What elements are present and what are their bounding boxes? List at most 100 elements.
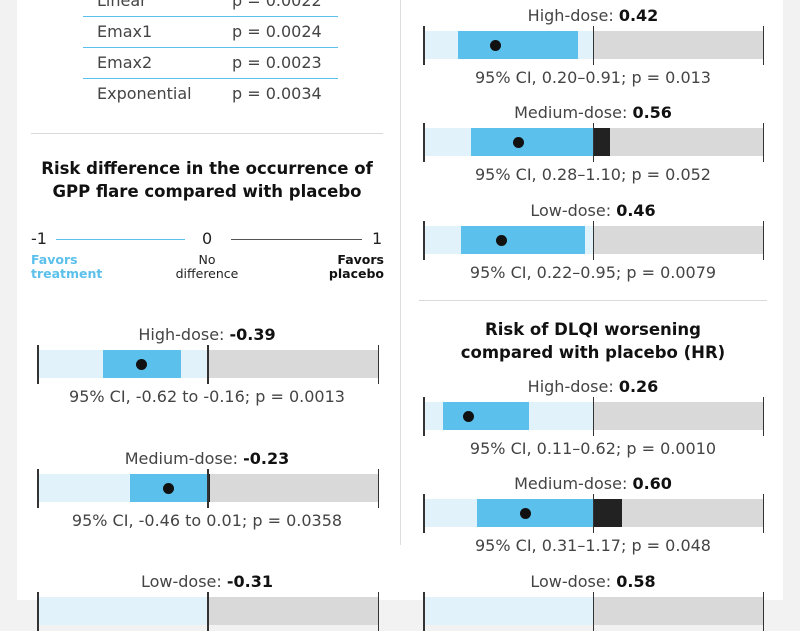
scale-mid: 0 [202,229,213,248]
dose-label: Medium-dose: [514,474,633,493]
against-zone [593,402,763,430]
estimate-value: -0.39 [229,325,276,344]
point-estimate [136,358,148,370]
dose-label: High-dose: [527,6,619,25]
scale-line-left [56,239,185,240]
high-dose-estimate-label: High-dose: 0.26 [419,377,767,396]
axis-tick-right [762,592,764,631]
section-divider [419,300,767,301]
dose-label: Low-dose: [530,572,617,591]
dose-label: Low-dose: [140,572,227,591]
axis-tick-left [423,26,425,65]
scale-max: 1 [372,229,383,248]
model-name: Emax1 [97,22,153,41]
axis-tick-right [377,592,379,631]
high-dose-bar [37,345,379,384]
medium-dose-bar [423,494,764,533]
against-zone [593,31,763,59]
dose-label: Medium-dose: [124,449,244,468]
medium-dose-estimate-label: Medium-dose: -0.23 [31,449,383,468]
axis-tick-left [423,494,425,533]
risk-difference-title: Risk difference in the occurrence of GPP… [41,159,373,201]
reference-line [592,26,595,65]
against-zone [208,350,378,378]
p-value: p = 0.0024 [232,22,322,41]
model-name: Emax2 [97,53,153,72]
high-dose-estimate-label: High-dose: -0.39 [31,325,383,344]
ci-bar-overlap [593,499,623,527]
dose-label: Low-dose: [530,201,617,220]
p-value: p = 0.0034 [232,84,322,103]
reference-line [207,592,209,631]
reference-line [207,469,209,508]
no-difference-label: No difference [175,252,239,281]
low-dose-estimate-label: Low-dose: -0.31 [31,572,383,591]
medium-dose-ci-text: 95% CI, -0.46 to 0.01; p = 0.0358 [71,511,343,530]
favors-placebo-label: Favors placebo [328,252,384,281]
ci-bar [471,128,594,156]
ci-bar-overlap [593,128,611,156]
estimate-value: 0.26 [618,377,659,396]
estimate-value: -0.23 [243,449,290,468]
estimate-value: 0.42 [618,6,659,25]
favors-treatment-label: Favors treatment [31,252,103,281]
ci-bar-overlap [208,474,210,502]
estimate-value: 0.46 [616,201,656,220]
dose-label: High-dose: [138,325,230,344]
axis-tick-left [37,469,39,508]
high-dose-bar [423,397,764,436]
against-zone [208,597,378,625]
p-value: p = 0.0022 [232,0,322,10]
axis-tick-right [762,123,764,162]
column-divider [400,0,401,545]
medium-dose-bar [423,123,764,162]
low-dose-estimate-label: Low-dose: 0.58 [419,572,767,591]
reference-line [592,592,595,631]
medium-dose-estimate-label: Medium-dose: 0.56 [419,103,767,122]
low-dose-bar [423,221,764,260]
section-divider [31,133,383,134]
axis-tick-right [762,397,764,436]
medium-dose-ci-text: 95% CI, 0.31–1.17; p = 0.048 [475,536,711,555]
low-dose-bar [423,592,764,631]
table-row: Exponential p = 0.0034 [83,79,338,109]
low-dose-bar [37,592,379,631]
table-row: Emax2 p = 0.0023 [83,48,338,79]
axis-tick-right [762,221,764,260]
axis-tick-left [423,123,425,162]
against-zone [208,474,378,502]
axis-tick-left [423,397,425,436]
scale-min: -1 [31,229,47,248]
ci-bar [476,499,594,527]
point-estimate [489,39,501,51]
dose-label: High-dose: [527,377,619,396]
dose-label: Medium-dose: [514,103,633,122]
high-dose-estimate-label: High-dose: 0.42 [419,6,767,25]
point-estimate [496,234,508,246]
p-value-table: Linear p = 0.0022 Emax1 p = 0.0024 Emax2 p … [83,0,338,109]
reference-line [207,345,209,384]
against-zone [593,597,763,625]
point-estimate [462,410,474,422]
favor-zone [38,597,208,625]
scale-line-right [231,239,362,240]
high-dose-ci-text: 95% CI, -0.62 to -0.16; p = 0.0013 [69,387,345,406]
estimate-value: 0.58 [616,572,656,591]
medium-dose-bar [37,469,379,508]
favor-zone [424,597,594,625]
axis-tick-left [423,221,425,260]
axis-tick-right [377,345,379,384]
axis-tick-right [762,494,764,533]
high-dose-ci-text: 95% CI, 0.20–0.91; p = 0.013 [475,68,711,87]
axis-tick-left [423,592,425,631]
point-estimate [520,507,532,519]
model-name: Linear [97,0,147,10]
point-estimate [163,482,175,494]
table-row: Emax1 p = 0.0024 [83,17,338,48]
reference-line [592,123,595,162]
high-dose-ci-text: 95% CI, 0.11–0.62; p = 0.0010 [469,439,717,458]
axis-tick-right [377,469,379,508]
high-dose-bar [423,26,764,65]
ci-bar [457,31,579,59]
medium-dose-ci-text: 95% CI, 0.28–1.10; p = 0.052 [475,165,711,184]
